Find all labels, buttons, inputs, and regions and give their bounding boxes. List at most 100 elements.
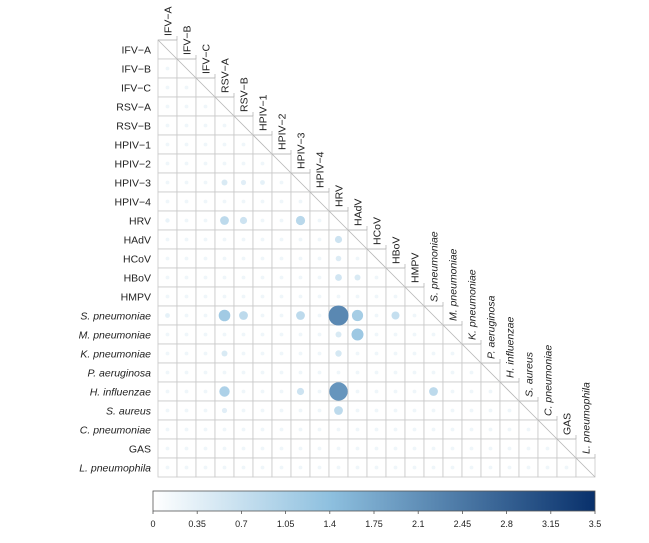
correlation-bubble (165, 389, 170, 394)
row-label: HAdV (124, 235, 151, 247)
correlation-bubble (203, 408, 208, 413)
correlation-bubble (355, 408, 360, 413)
correlation-bubble (335, 255, 342, 262)
row-label: RSV−A (116, 102, 151, 114)
correlation-bubble (545, 446, 550, 451)
correlation-bubble (317, 294, 322, 299)
correlation-bubble (393, 465, 398, 470)
correlation-bubble (298, 332, 303, 337)
column-label: HPIV−2 (277, 113, 289, 150)
correlation-bubble (279, 446, 284, 451)
correlation-bubble (334, 406, 343, 415)
correlation-bubble (298, 256, 303, 261)
correlation-bubble (165, 218, 170, 223)
diagonal-line (309, 191, 330, 212)
correlation-bubble (431, 465, 436, 470)
correlation-bubble (412, 465, 417, 470)
correlation-bubble (354, 274, 361, 281)
correlation-bubble (317, 446, 322, 451)
correlation-bubble (469, 389, 474, 394)
correlation-bubble (374, 408, 379, 413)
correlation-bubble (507, 427, 512, 432)
correlation-bubble (526, 427, 531, 432)
correlation-bubble (450, 389, 455, 394)
correlation-bubble (203, 142, 208, 147)
diagonal-line (423, 305, 444, 326)
correlation-bubble (241, 427, 246, 432)
correlation-bubble (317, 313, 322, 318)
correlation-bubble (221, 350, 228, 357)
correlation-bubble (317, 465, 322, 470)
correlation-bubble (203, 446, 208, 451)
correlation-bubble (222, 446, 227, 451)
colorbar-tick-label: 1.4 (324, 519, 337, 529)
correlation-bubble (431, 332, 436, 337)
column-label: IFV−C (201, 44, 213, 74)
correlation-bubble (184, 104, 189, 109)
correlation-bubble (336, 465, 341, 470)
correlation-bubble (393, 427, 398, 432)
correlation-bubble (222, 294, 227, 299)
correlation-bubble (412, 332, 417, 337)
correlation-bubble (165, 180, 170, 185)
correlation-bubble (279, 199, 284, 204)
correlation-bubble (222, 427, 227, 432)
correlation-bubble (450, 370, 455, 375)
diagonal-line (575, 457, 596, 478)
column-label: HRV (334, 185, 346, 207)
correlation-bubble (374, 313, 379, 318)
correlation-bubble (317, 427, 322, 432)
row-label: HCoV (123, 254, 151, 266)
row-label: HPIV−3 (115, 178, 152, 190)
correlation-bubble (239, 216, 248, 225)
correlation-bubble (374, 389, 379, 394)
row-label: RSV−B (116, 121, 151, 133)
correlation-bubble (203, 104, 208, 109)
correlation-bubble (279, 237, 284, 242)
correlation-bubble (336, 446, 341, 451)
colorbar-ticks: 0 0.35 0.7 1.05 1.4 1.75 2.1 2.45 2.8 3.15 3.5 (150, 511, 601, 529)
correlation-bubble (165, 427, 170, 432)
diagonal-line (233, 115, 254, 136)
correlation-bubble (184, 427, 189, 432)
correlation-bubble (374, 465, 379, 470)
diagonal-line (556, 438, 577, 459)
correlation-bubble (222, 370, 227, 375)
correlation-bubble (317, 256, 322, 261)
diagonal-line (290, 172, 311, 193)
correlation-bubble (260, 275, 265, 280)
correlation-bubble (165, 446, 170, 451)
column-label: H. influenzae (505, 317, 517, 378)
correlation-bubble (241, 237, 246, 242)
correlation-bubble (298, 351, 303, 356)
correlation-bubble (184, 180, 189, 185)
column-label: M. pneumoniae (448, 248, 460, 321)
correlation-bubble (279, 275, 284, 280)
correlation-bubble (165, 199, 170, 204)
diagonal-line (328, 210, 349, 231)
correlation-bubble (329, 382, 348, 401)
correlation-bubble (450, 446, 455, 451)
correlation-bubble (241, 161, 246, 166)
correlation-bubble (203, 313, 208, 318)
correlation-bubble (355, 294, 360, 299)
correlation-bubble (335, 350, 342, 357)
row-labels: IFV−A IFV−B IFV−C RSV−A RSV−B HPIV−1 HPIV−2 HPI… (79, 45, 152, 475)
column-label: HMPV (410, 253, 422, 283)
column-label: S. aureus (524, 351, 536, 397)
correlation-bubble (241, 351, 246, 356)
correlation-bubble (203, 351, 208, 356)
correlation-bubble (184, 332, 189, 337)
correlation-bubble (220, 216, 229, 225)
row-label: HPIV−2 (115, 159, 152, 171)
correlation-bubble (279, 408, 284, 413)
correlation-bubble (203, 370, 208, 375)
correlation-bubble (184, 408, 189, 413)
column-label: IFV−B (182, 26, 194, 55)
colorbar-tick-label: 0.7 (235, 519, 248, 529)
correlation-bubble (336, 427, 341, 432)
correlation-bubble (374, 427, 379, 432)
correlation-bubble (336, 370, 341, 375)
diagonal-line (252, 134, 273, 155)
correlation-bubble (260, 370, 265, 375)
